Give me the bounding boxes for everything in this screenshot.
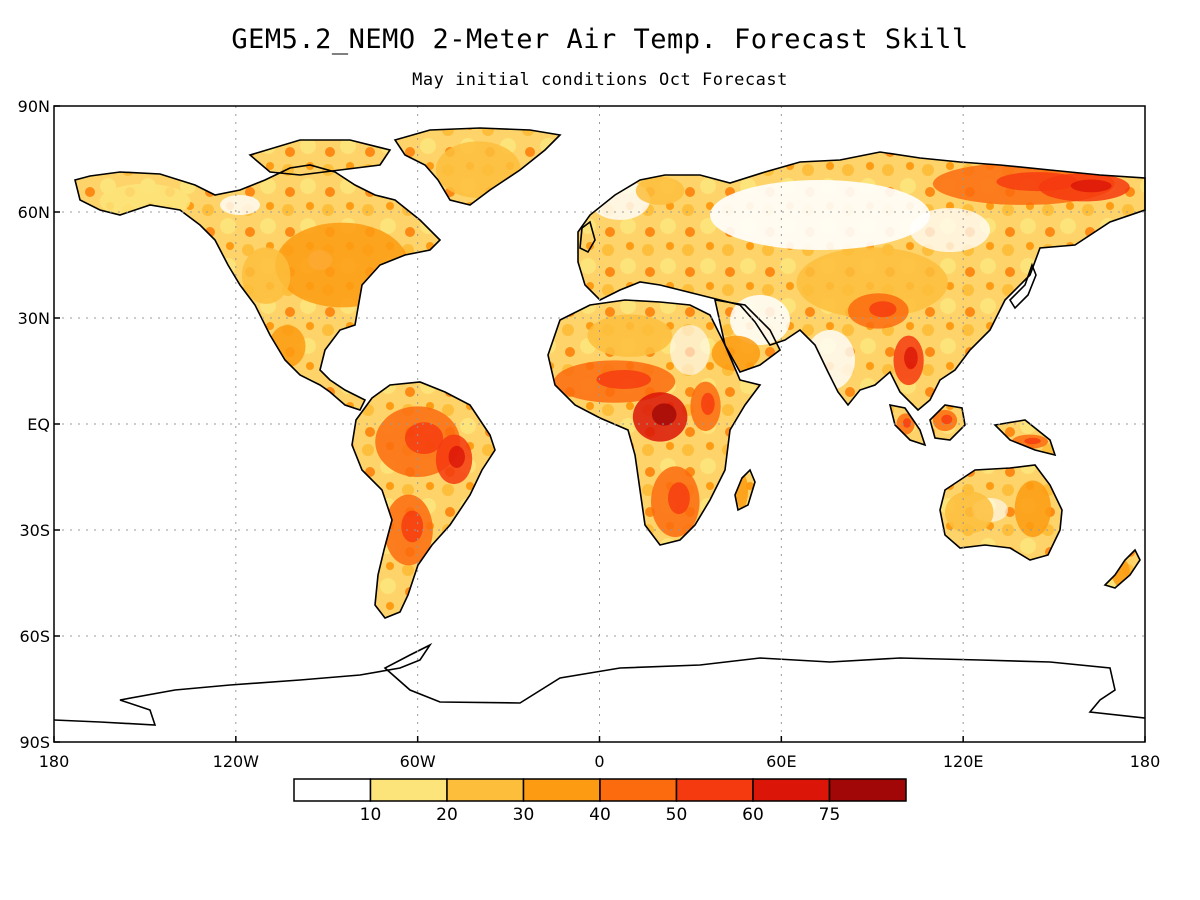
- skill-core-siberia-east: [1070, 179, 1112, 193]
- colorbar-segment: [446, 778, 525, 802]
- colorbar-label: 75: [819, 805, 841, 825]
- lat-tick-label: 60N: [18, 203, 50, 222]
- lat-tick-label: 30S: [19, 521, 50, 540]
- colorbar-label: 10: [360, 805, 382, 825]
- skill-core-central-africa: [651, 403, 677, 426]
- skill-core-argentina: [401, 510, 424, 543]
- colorbar-label: 50: [666, 805, 688, 825]
- coastlines: [53, 127, 1146, 726]
- lat-tick-label: 30N: [18, 309, 50, 328]
- lon-tick-label: 180: [1130, 752, 1161, 771]
- map-title: GEM5.2_NEMO 2-Meter Air Temp. Forecast S…: [231, 24, 969, 55]
- skill-core-indochina: [904, 346, 918, 370]
- skill-core-brazil-east: [448, 445, 465, 468]
- colorbar-segment: [752, 778, 831, 802]
- skill-core-new-guinea: [1024, 437, 1041, 445]
- skill-core-tibet: [869, 301, 897, 318]
- colorbar-segment: [675, 778, 754, 802]
- lon-tick-label: 120W: [213, 752, 260, 771]
- skill-core-sahel: [596, 369, 652, 390]
- skill-region-scandinavia: [635, 176, 685, 205]
- colorbar-segment: [828, 778, 907, 802]
- skill-region-central-asia: [796, 247, 949, 318]
- colorbar-segment: [522, 778, 601, 802]
- skill-core-amazon: [404, 422, 444, 455]
- colorbar-segment: [293, 778, 372, 802]
- map-subtitle: May initial conditions Oct Forecast: [412, 70, 788, 90]
- colorbar-label: 20: [436, 805, 458, 825]
- skill-core-southern-africa: [667, 482, 690, 515]
- skill-core-east-africa: [701, 392, 715, 415]
- lat-tick-label: EQ: [27, 415, 50, 434]
- skill-core-borneo: [941, 414, 953, 425]
- lon-tick-label: 60E: [766, 752, 796, 771]
- lon-tick-label: 60W: [400, 752, 436, 771]
- lon-tick-label: 180: [39, 752, 70, 771]
- skill-region-australia-east: [1014, 480, 1052, 538]
- skill-region-sahara: [587, 314, 673, 357]
- skill-region-arabia: [711, 335, 761, 372]
- colorbar-segment: [599, 778, 678, 802]
- lat-tick-label: 60S: [19, 627, 50, 646]
- lon-tick-label: 120E: [943, 752, 984, 771]
- skill-region-western-usa: [241, 247, 291, 304]
- lat-tick-label: 90N: [18, 97, 50, 116]
- colorbar-label: 30: [513, 805, 535, 825]
- graticule: [54, 106, 1145, 742]
- skill-region-australia-west: [944, 491, 994, 534]
- colorbar-label: 60: [742, 805, 764, 825]
- lat-tick-label: 90S: [19, 733, 50, 752]
- skill-core-sumatra: [902, 418, 912, 428]
- lon-tick-label: 0: [594, 752, 604, 771]
- colorbar-segment: [369, 778, 448, 802]
- colorbar-label: 40: [589, 805, 611, 825]
- colorbar: 10 20 30 40 50 60 75: [293, 778, 907, 825]
